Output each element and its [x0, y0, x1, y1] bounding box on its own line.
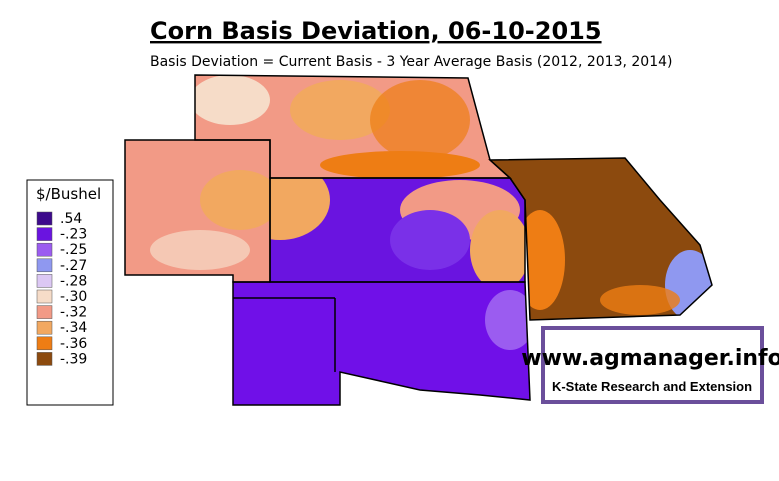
legend-label: -.25: [60, 242, 87, 258]
title: Corn Basis Deviation, 06-10-2015: [150, 17, 602, 45]
legend-swatch: [36, 227, 53, 241]
oklahoma: [233, 282, 530, 405]
legend-swatch: [36, 336, 53, 351]
logo-org: K-State Research and Extension: [552, 379, 752, 394]
legend-swatch: [36, 289, 53, 304]
legend-swatch: [36, 258, 53, 273]
logo-box: [541, 326, 764, 404]
legend-title: $/Bushel: [36, 185, 101, 203]
legend-swatch: [36, 352, 53, 366]
colorado: [125, 140, 270, 282]
legend-swatch: [36, 274, 53, 288]
subtitle: Basis Deviation = Current Basis - 3 Year…: [150, 54, 672, 70]
legend-label: -.30: [60, 289, 87, 305]
state-borders: [124, 74, 713, 406]
legend-label: -.28: [60, 273, 87, 289]
logo-url: www.agmanager.info: [521, 346, 779, 371]
legend-label: .54: [60, 211, 82, 227]
logo: www.agmanager.info K-State Research and …: [521, 326, 779, 404]
legend-swatch: [36, 305, 53, 319]
legend-label: -.23: [60, 227, 87, 243]
legend-swatch: [36, 242, 53, 257]
legend-label: -.27: [60, 258, 87, 274]
kansas: [270, 178, 525, 282]
legend-label: -.36: [60, 336, 87, 352]
legend-swatch: [36, 320, 53, 335]
legend-label: -.39: [60, 351, 87, 367]
map: [124, 74, 713, 406]
legend: $/Bushel .54-.23-.25-.27-.28-.30-.32-.34…: [26, 179, 114, 406]
legend-label: -.32: [60, 305, 87, 321]
legend-swatch: [36, 211, 53, 226]
legend-label: -.34: [60, 320, 87, 336]
